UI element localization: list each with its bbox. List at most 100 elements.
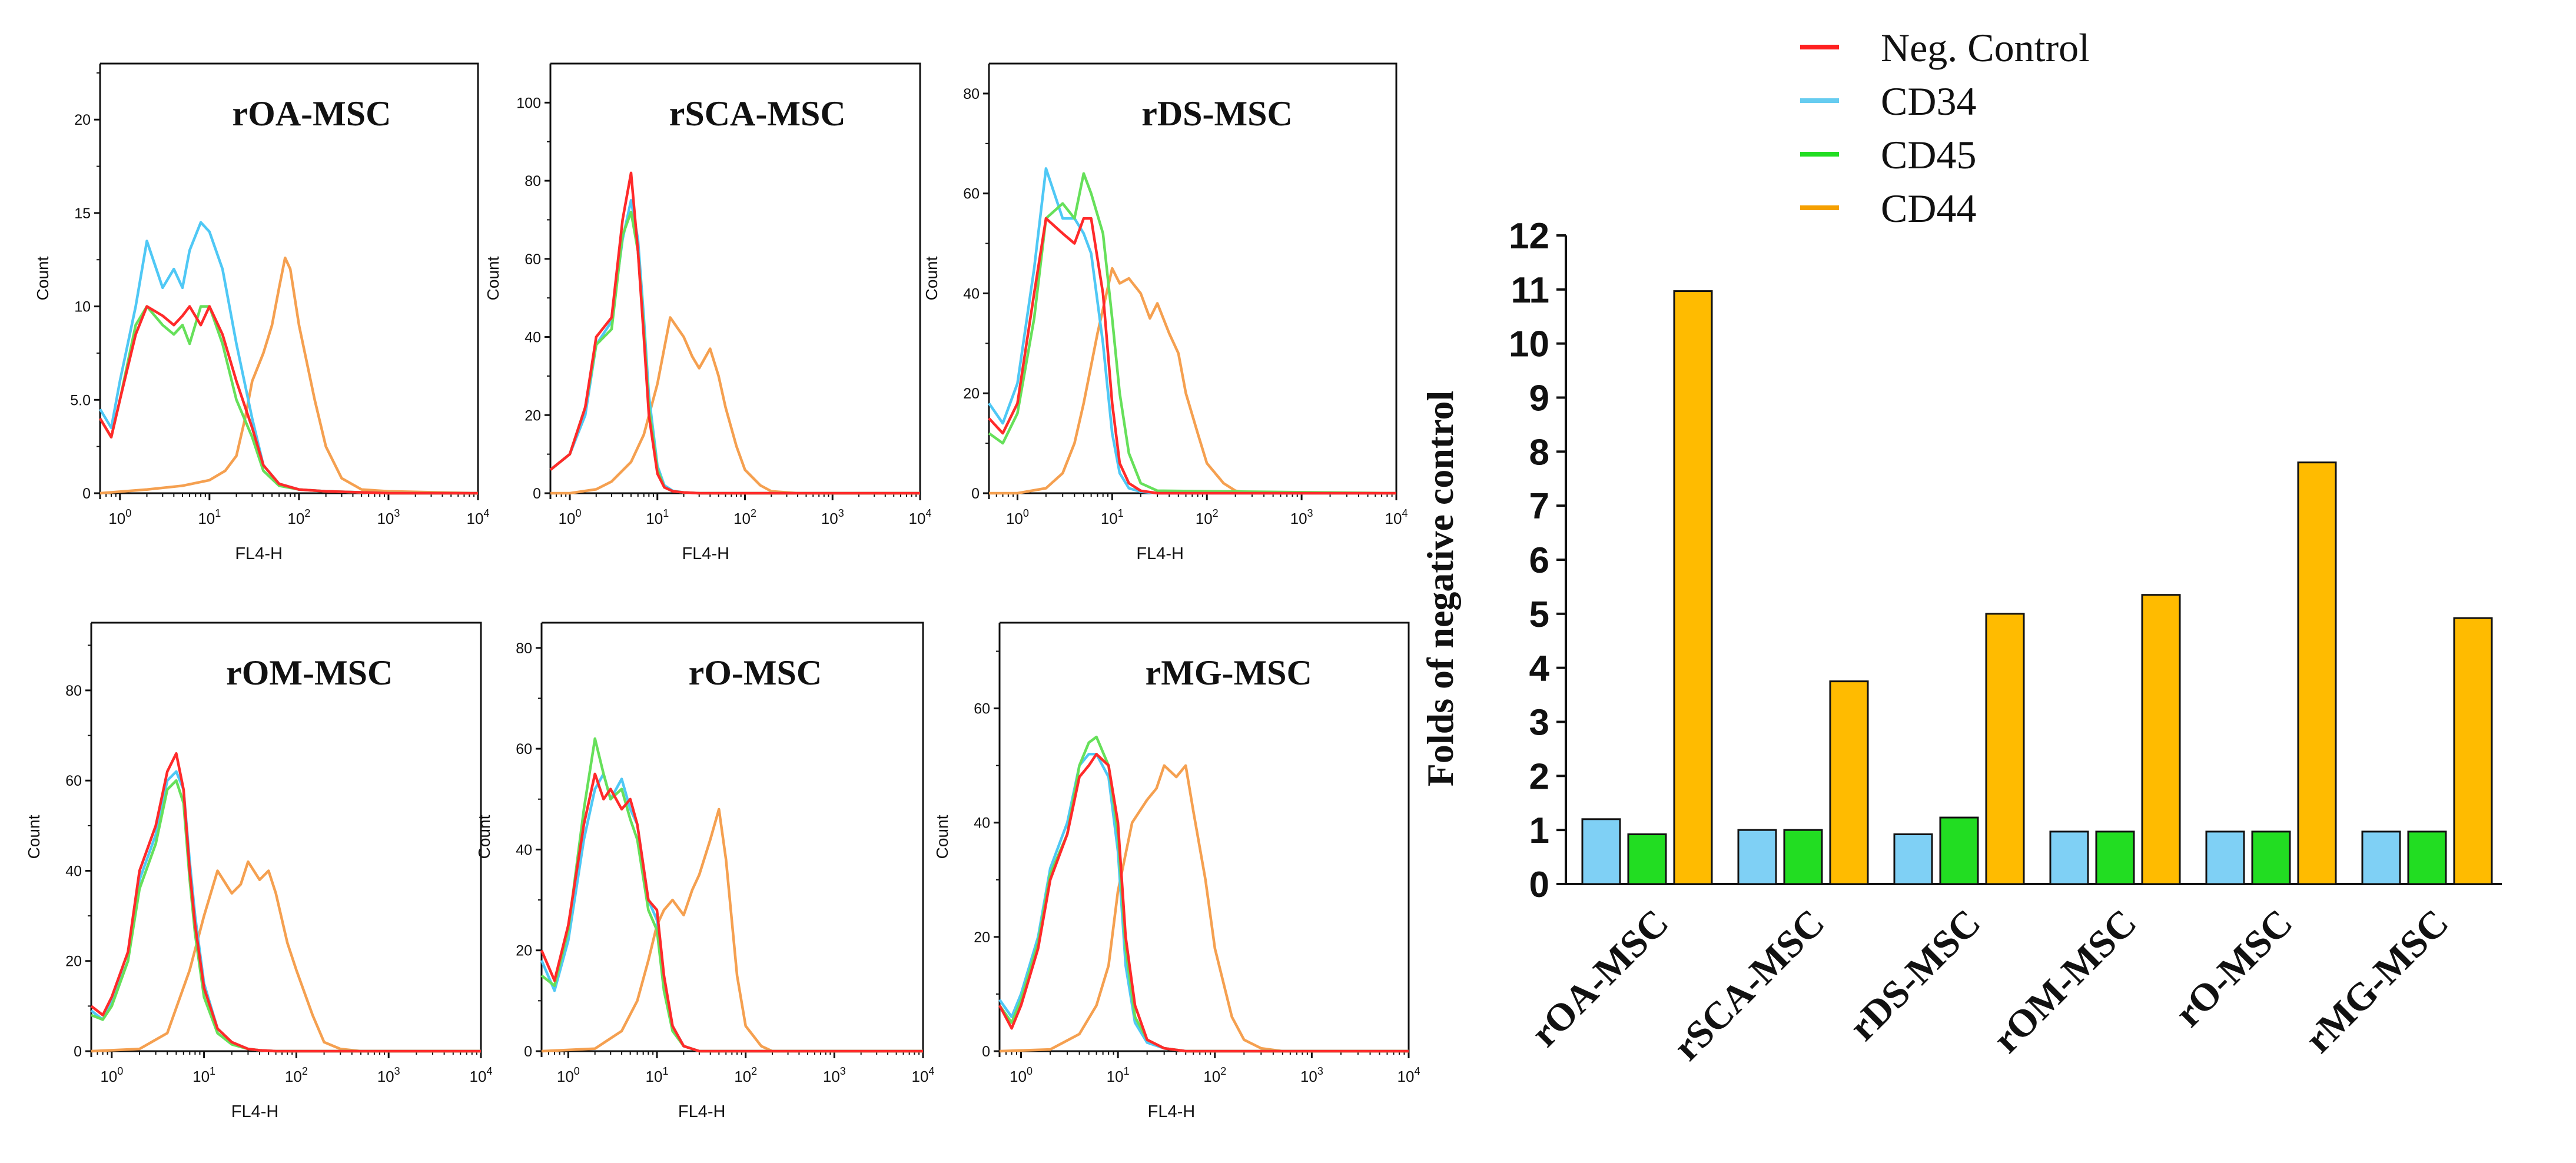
x-axis-label: FL4-H — [682, 544, 729, 563]
bar-cd45 — [2251, 830, 2291, 885]
series-line-cd45 — [99, 305, 478, 495]
y-tick-label: 0 — [533, 486, 541, 502]
series-line-cd45 — [91, 779, 481, 1053]
series-line-neg-control — [90, 752, 481, 1053]
legend-label: CD45 — [1881, 132, 1976, 177]
panel-title: rDS-MSC — [1141, 94, 1293, 133]
x-tick-label: 102 — [733, 507, 756, 527]
legend-label: Neg. Control — [1881, 25, 2090, 70]
bar-y-tick-label: 3 — [1529, 703, 1549, 743]
series-line-cd45 — [998, 735, 1409, 1053]
x-tick-label: 103 — [1300, 1065, 1323, 1085]
x-tick-exponent: 1 — [1118, 507, 1124, 519]
panel-frame — [550, 62, 921, 493]
legend-item: CD34 — [1800, 79, 1976, 124]
x-tick-label: 104 — [1385, 507, 1408, 527]
y-tick-label: 80 — [963, 86, 980, 102]
x-tick-base: 10 — [1290, 510, 1307, 527]
x-tick-label: 101 — [1107, 1065, 1130, 1085]
bar-cd44 — [2453, 617, 2493, 885]
y-axis-label: Count — [475, 815, 493, 859]
y-tick-label: 0 — [971, 486, 980, 502]
y-tick-label: 0 — [524, 1044, 532, 1060]
series-line-neg-control — [988, 217, 1396, 495]
bar-y-tick-label: 4 — [1529, 649, 1550, 689]
x-tick-base: 10 — [821, 510, 838, 527]
x-tick-base: 10 — [1300, 1068, 1317, 1085]
bar-cd34 — [2049, 830, 2089, 885]
x-tick-label: 102 — [734, 1065, 757, 1085]
y-tick-label: 40 — [525, 330, 541, 346]
y-axis-label: Count — [933, 815, 951, 859]
y-tick-label: 20 — [525, 407, 541, 424]
x-tick-exponent: 4 — [1402, 507, 1407, 519]
x-tick-label: 104 — [912, 1065, 935, 1085]
y-tick-label: 60 — [65, 773, 82, 789]
x-tick-exponent: 2 — [1213, 507, 1219, 519]
series-line-cd34 — [90, 770, 481, 1053]
x-tick-exponent: 4 — [928, 1065, 934, 1077]
series-line-cd44 — [999, 764, 1409, 1053]
y-tick-label: 20 — [516, 943, 532, 959]
y-tick-label: 15 — [74, 205, 91, 222]
x-tick-exponent: 0 — [125, 507, 131, 519]
x-tick-base: 10 — [198, 510, 215, 527]
panel-title: rSCA-MSC — [669, 94, 846, 133]
x-tick-label: 102 — [285, 1065, 308, 1085]
legend-label: CD44 — [1881, 186, 1976, 231]
y-tick-label: 20 — [74, 112, 91, 128]
x-tick-base: 10 — [1203, 1068, 1220, 1085]
bar-category-label: rDS-MSC — [1841, 901, 1989, 1049]
bar-cd44 — [2297, 461, 2337, 885]
bar-y-tick-label: 11 — [1511, 270, 1549, 311]
x-tick-base: 10 — [912, 1068, 929, 1085]
x-tick-base: 10 — [470, 1068, 487, 1085]
x-tick-base: 10 — [646, 510, 663, 527]
y-tick-label: 0 — [82, 486, 91, 502]
y-tick-label: 0 — [74, 1044, 82, 1060]
x-tick-exponent: 0 — [1027, 1065, 1033, 1077]
panel-frame — [1000, 622, 1410, 1051]
bar-y-tick-label: 6 — [1529, 540, 1549, 581]
bar-y-tick-label: 12 — [1509, 216, 1549, 257]
x-tick-label: 103 — [377, 507, 400, 527]
y-tick-label: 40 — [963, 285, 980, 302]
x-tick-label: 100 — [1006, 507, 1029, 527]
x-axis-label: FL4-H — [1148, 1102, 1196, 1121]
x-tick-base: 10 — [377, 1068, 394, 1085]
x-tick-label: 101 — [192, 1065, 215, 1085]
bar-y-tick-label: 1 — [1529, 810, 1549, 851]
series-line-cd44 — [99, 256, 479, 495]
panel-frame — [100, 62, 479, 493]
x-tick-base: 10 — [1385, 510, 1402, 527]
x-tick-exponent: 2 — [751, 1065, 757, 1077]
y-tick-label: 40 — [65, 863, 82, 879]
series-line-neg-control — [540, 772, 923, 1053]
x-tick-exponent: 3 — [840, 1065, 846, 1077]
x-tick-base: 10 — [734, 1068, 751, 1085]
x-tick-exponent: 2 — [302, 1065, 308, 1077]
x-tick-exponent: 1 — [1124, 1065, 1130, 1077]
bar-cd45 — [2407, 830, 2447, 885]
bar-cd44 — [2141, 594, 2181, 885]
bar-category-label: rO-MSC — [2167, 901, 2301, 1035]
x-tick-label: 104 — [470, 1065, 493, 1085]
x-tick-label: 104 — [909, 507, 932, 527]
panel-frame — [989, 62, 1397, 493]
bar-y-tick-label: 7 — [1529, 486, 1549, 527]
legend-item: CD44 — [1800, 186, 1976, 231]
x-axis-label: FL4-H — [235, 544, 283, 563]
legend: Neg. Control CD34 CD45 CD44 — [1800, 25, 2090, 231]
x-tick-base: 10 — [557, 1068, 574, 1085]
legend-item: CD45 — [1800, 132, 1976, 177]
x-tick-label: 100 — [1010, 1065, 1033, 1085]
bar-cd34 — [2205, 830, 2245, 885]
panel-title: rOM-MSC — [226, 653, 393, 692]
bar-y-tick-label: 10 — [1509, 324, 1549, 365]
